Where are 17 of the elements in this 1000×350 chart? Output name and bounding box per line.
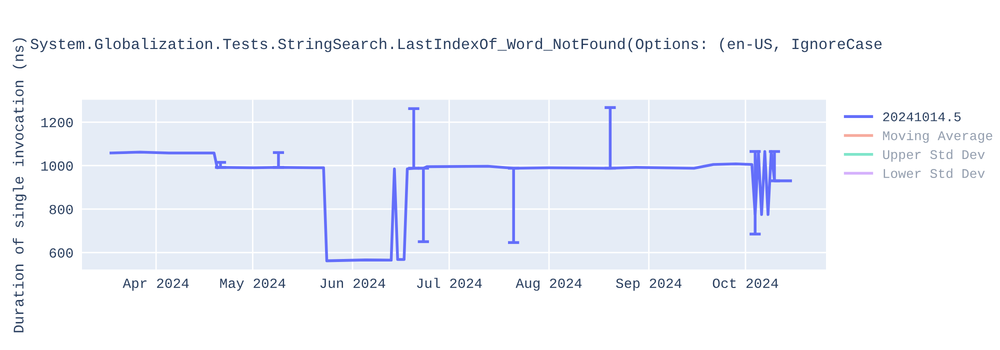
x-tick-label: May 2024 (220, 278, 286, 291)
x-tick-label: Oct 2024 (712, 278, 778, 288)
legend-label: Lower Std Dev (884, 168, 985, 178)
chart-title: System.Globalization.Tests.StringSearch.LastIndexOf_Word_NotFound(Options: (en-US, IgnoreCase (30, 38, 882, 52)
y-tick-label: 1000 (41, 161, 73, 171)
x-tick-label: Apr 2024 (122, 278, 189, 291)
y-tick-label: 600 (50, 248, 73, 258)
x-tick-label: Sep 2024 (616, 278, 682, 291)
x-tick-label: Aug 2024 (516, 278, 582, 291)
legend-label: Moving Average (883, 130, 992, 143)
x-tick-label: Jun 2024 (320, 278, 386, 288)
legend-label: Upper Std Dev (883, 149, 985, 162)
y-tick-label: 800 (50, 204, 73, 214)
y-axis-title: Duration of single invocation (ns) (12, 38, 26, 332)
legend-label: 20241014.5 (883, 112, 961, 122)
y-tick-label: 1200 (41, 118, 73, 128)
x-tick-label: Jul 2024 (417, 278, 482, 288)
